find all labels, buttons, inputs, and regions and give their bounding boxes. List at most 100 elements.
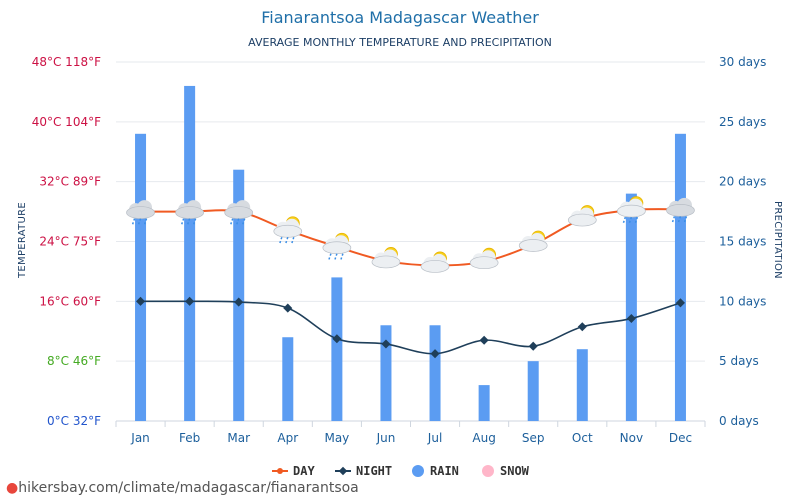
rain-drop [143, 218, 148, 225]
cloud-part [137, 200, 153, 216]
legend-marker [482, 465, 494, 477]
cloud-part [480, 250, 496, 266]
rain-bar [282, 337, 294, 421]
x-tick-label: Oct [572, 431, 593, 445]
left-tick-label: 48°C 118°F [32, 55, 101, 69]
temperature-lines [136, 206, 685, 359]
cloud-outline [567, 213, 597, 227]
rain-drop [622, 216, 627, 224]
rain-bar [429, 325, 441, 421]
night-point [185, 296, 195, 306]
rain-drop [677, 216, 682, 223]
x-tick-label: Nov [620, 431, 643, 445]
right-tick-label: 20 days [719, 175, 766, 189]
cloud-part [235, 200, 251, 216]
right-tick-label: 10 days [719, 294, 766, 308]
rain-drop [279, 237, 283, 244]
rain-drop [328, 253, 332, 260]
sun-cloud-icon [420, 251, 450, 273]
rain-drop [334, 253, 338, 260]
x-tick-label: Apr [277, 431, 298, 445]
rain-drop [186, 218, 191, 225]
cloud-part [676, 197, 692, 213]
left-tick-label: 16°C 60°F [39, 294, 101, 308]
x-tick-label: May [324, 431, 349, 445]
legend-label: DAY [293, 464, 315, 478]
night-point [234, 297, 244, 307]
x-tick-label: Mar [227, 431, 250, 445]
rain-bar [478, 385, 490, 421]
legend-item-day: DAY [272, 464, 315, 478]
right-tick-label: 5 days [719, 354, 759, 368]
rain-drop [137, 218, 142, 225]
night-temperature-line [140, 300, 681, 355]
cloud-outline [518, 239, 548, 252]
right-axis-label: PRECIPITATION [772, 201, 783, 279]
cloud-part [627, 198, 643, 214]
rain-drop [241, 218, 246, 225]
left-axis-ticks: 0°C 32°F 8°C 46°F 16°C 60°F 24°C 75°F 32°C 8… [32, 55, 101, 428]
legend-label: NIGHT [356, 464, 392, 478]
right-tick-label: 30 days [719, 55, 766, 69]
sun-cloud-rain-icon [273, 216, 303, 244]
legend-marker [412, 465, 424, 477]
rain-cloud-icon [175, 200, 204, 225]
rain-drop [628, 216, 633, 224]
rain-drop [229, 218, 234, 225]
rain-drop [285, 237, 289, 244]
cloud-part [431, 253, 447, 269]
x-tick-label: Jun [376, 431, 396, 445]
sun-cloud-icon [371, 247, 401, 269]
day-temperature-line [140, 208, 681, 267]
legend-item-night: NIGHT [335, 464, 392, 478]
legend-marker [277, 468, 283, 474]
x-tick-label: Dec [669, 431, 692, 445]
left-tick-label: 8°C 46°F [47, 354, 101, 368]
night-point [283, 303, 293, 313]
cloud-outline [371, 255, 401, 269]
legend-label: RAIN [430, 464, 459, 478]
night-point [528, 341, 538, 351]
rain-drop [634, 216, 639, 224]
source-url[interactable]: hikersbay.com/climate/madagascar/fianara… [18, 480, 359, 496]
x-tick-label: Sep [522, 431, 545, 445]
grid-lines [115, 61, 706, 427]
legend-label: SNOW [500, 464, 530, 478]
source-footer[interactable]: ●hikersbay.com/climate/madagascar/fianar… [6, 480, 359, 496]
sun-cloud-icon [469, 247, 499, 270]
night-point [479, 335, 489, 345]
rain-drop [340, 253, 344, 260]
sun-cloud-icon [567, 205, 597, 227]
rain-cloud-icon [224, 200, 254, 225]
rain-bar [184, 85, 196, 421]
rain-bar [331, 277, 343, 421]
cloud-part [284, 218, 300, 234]
right-tick-label: 25 days [719, 115, 766, 129]
rain-bar [625, 193, 637, 421]
night-point [136, 296, 146, 306]
chart-subtitle: AVERAGE MONTHLY TEMPERATURE AND PRECIPIT… [248, 36, 552, 49]
rain-drop [671, 216, 676, 223]
legend-item-rain: RAIN [412, 464, 459, 478]
rain-bar [527, 361, 539, 421]
right-tick-label: 15 days [719, 235, 766, 249]
sun-cloud-icon [518, 230, 548, 252]
rain-bar [674, 133, 686, 422]
legend: DAY NIGHT RAIN SNOW [272, 464, 530, 478]
cloud-part [186, 200, 202, 216]
night-point [675, 298, 685, 308]
cloud-part [333, 235, 349, 251]
left-tick-label: 0°C 32°F [47, 414, 101, 428]
rain-drop [131, 218, 136, 225]
left-tick-label: 40°C 104°F [32, 115, 101, 129]
x-tick-label: Jan [130, 431, 150, 445]
rain-bar [135, 133, 147, 422]
left-tick-label: 24°C 75°F [39, 235, 101, 249]
location-pin-icon: ● [6, 480, 19, 496]
x-tick-label: Jul [427, 431, 442, 445]
x-tick-label: Aug [472, 431, 495, 445]
left-axis-label: TEMPERATURE [17, 202, 28, 279]
x-axis-ticks: Jan Feb Mar Apr May Jun Jul Aug Sep Oct Nov Dec [130, 431, 692, 445]
chart-title: Fianarantsoa Madagascar Weather [261, 8, 539, 27]
